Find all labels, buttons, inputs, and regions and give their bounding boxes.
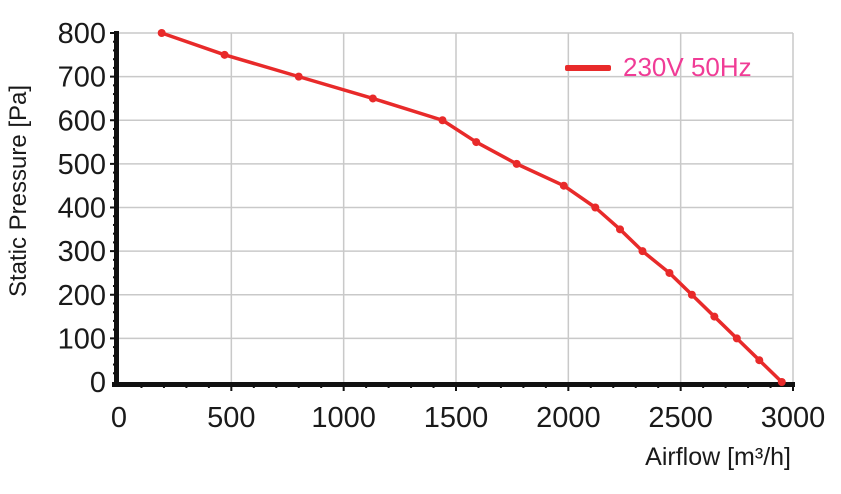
data-point-marker: [157, 29, 166, 37]
data-point-marker: [638, 247, 647, 256]
y-axis-title: Static Pressure [Pa]: [5, 84, 32, 298]
x-tick-label: 1000: [311, 402, 376, 434]
y-tick-label: 300: [58, 236, 106, 268]
x-axis-line: [112, 382, 795, 387]
data-point-marker: [559, 181, 568, 190]
x-tick-label: 1500: [424, 402, 489, 434]
y-tick-label: 700: [58, 62, 106, 94]
y-tick-label: 500: [58, 149, 106, 181]
data-point-marker: [512, 159, 521, 168]
x-axis-title: Airflow [m³/h]: [645, 443, 791, 471]
data-point-marker: [438, 116, 447, 125]
y-axis-line: [114, 31, 119, 387]
y-tick-label: 0: [90, 367, 106, 399]
x-tick-label: 2500: [648, 402, 713, 434]
y-tick-label: 800: [58, 18, 106, 50]
data-point-marker: [220, 50, 229, 59]
y-tick-label: 400: [58, 193, 106, 225]
legend: 230V 50Hz: [565, 52, 752, 83]
x-tick-label: 0: [111, 402, 127, 434]
data-point-marker: [687, 290, 696, 299]
y-tick-label: 200: [58, 280, 106, 312]
legend-line-swatch: [565, 64, 611, 71]
data-point-marker: [368, 94, 377, 103]
data-point-marker: [732, 334, 741, 343]
y-tick-label: 100: [58, 323, 106, 355]
x-tick-label: 2000: [536, 402, 601, 434]
data-point-marker: [755, 356, 764, 365]
data-point-marker: [591, 203, 600, 212]
data-point-marker: [616, 225, 625, 234]
data-point-marker: [665, 268, 674, 277]
data-point-marker: [710, 312, 719, 321]
data-point-marker: [294, 72, 303, 81]
x-tick-label: 3000: [761, 402, 826, 434]
data-point-marker: [777, 378, 786, 386]
legend-series-label: 230V 50Hz: [623, 52, 752, 82]
data-point-marker: [472, 138, 481, 147]
x-tick-label: 500: [207, 402, 255, 434]
y-tick-label: 600: [58, 105, 106, 137]
